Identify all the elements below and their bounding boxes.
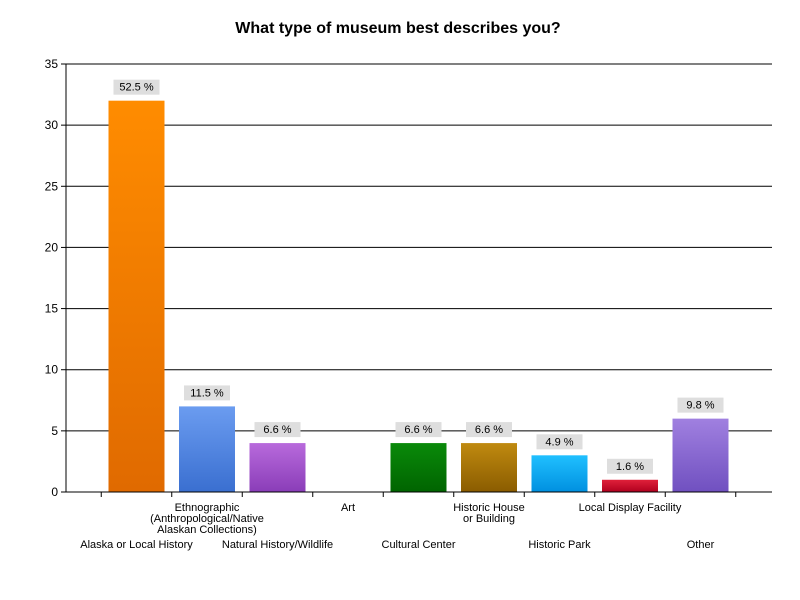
data-label-bg xyxy=(395,422,442,438)
bars: 52.5 % 11.5 % 6.6 % 6.6 % 6.6 % 4.9 % 1.6 % 9.8… xyxy=(108,79,729,492)
x-category-label: Historic Park xyxy=(528,539,591,551)
y-tick-label: 30 xyxy=(45,118,59,132)
x-category-label: Natural History/Wildlife xyxy=(222,539,333,551)
x-category-label: Art xyxy=(341,502,355,514)
data-label: 52.5 % xyxy=(119,82,153,94)
bar-2 xyxy=(179,406,235,492)
data-label-bg xyxy=(607,458,653,474)
x-category-label: Ethnographic (Anthropological/Native Alask… xyxy=(150,502,264,536)
y-tick-label: 20 xyxy=(45,240,59,254)
data-label-bg xyxy=(113,79,160,95)
bar-8 xyxy=(602,479,658,492)
data-label: 6.6 % xyxy=(404,424,432,436)
bar-9 xyxy=(672,418,729,492)
data-label-bg xyxy=(466,422,512,438)
data-label-bg xyxy=(677,397,724,413)
y-tick-label: 0 xyxy=(51,485,58,499)
data-label: 6.6 % xyxy=(263,424,291,436)
data-label: 1.6 % xyxy=(616,461,644,473)
data-label: 11.5 % xyxy=(190,387,224,399)
x-category-label: Alaska or Local History xyxy=(80,539,193,551)
bar-5 xyxy=(390,443,447,492)
y-tick-label: 35 xyxy=(45,57,59,71)
x-category-label: Local Display Facility xyxy=(579,502,682,514)
x-category-label: Historic House or Building xyxy=(453,502,525,525)
data-label: 6.6 % xyxy=(475,424,503,436)
data-label: 9.8 % xyxy=(686,400,714,412)
bar-7 xyxy=(531,455,588,492)
bar-3 xyxy=(249,443,306,492)
grid-lines xyxy=(66,63,772,432)
data-label-bg xyxy=(536,434,583,450)
y-tick-label: 25 xyxy=(45,179,59,193)
bar-1 xyxy=(108,100,165,492)
axes: 0 5 10 15 20 25 30 35 Alaska or Local History Eth… xyxy=(45,57,772,551)
x-category-label: Cultural Center xyxy=(382,539,456,551)
bar-6 xyxy=(461,443,517,492)
data-label: 4.9 % xyxy=(545,436,573,448)
y-tick-label: 15 xyxy=(45,302,59,316)
y-tick-label: 10 xyxy=(45,363,59,377)
x-category-label: Other xyxy=(687,539,715,551)
data-label-bg xyxy=(184,385,230,401)
chart-title: What type of museum best describes you? xyxy=(235,20,560,37)
y-tick-label: 5 xyxy=(51,424,58,438)
data-label-bg xyxy=(254,422,301,438)
